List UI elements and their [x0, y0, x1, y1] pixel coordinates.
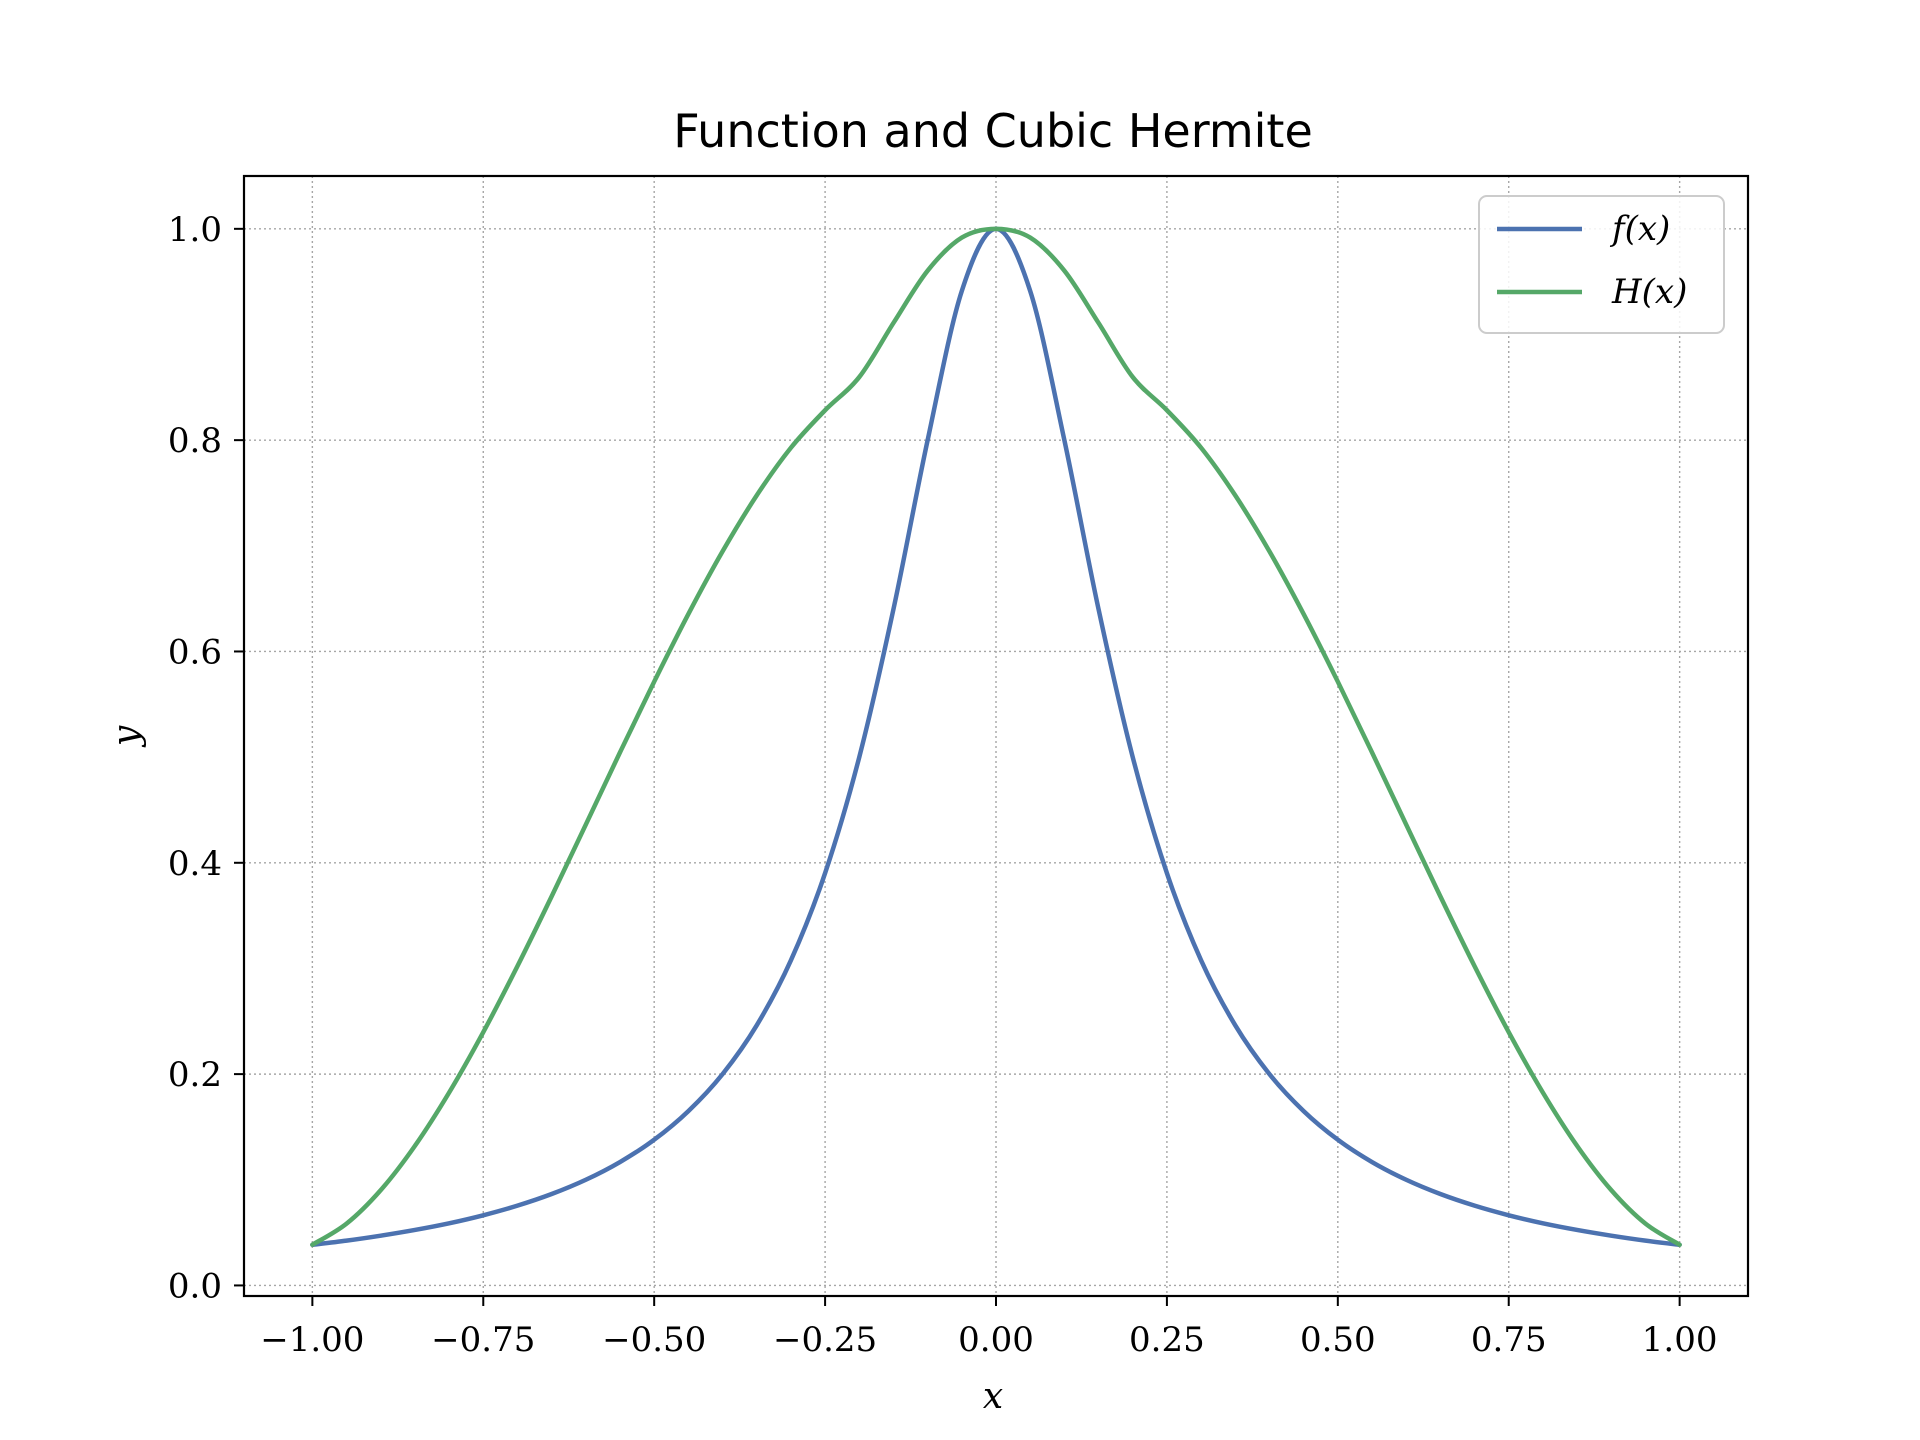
- y-axis-label: y: [106, 725, 147, 748]
- series-layer: [310, 226, 1682, 1247]
- x-tick-label: 0.25: [1129, 1320, 1205, 1360]
- chart-title: Function and Cubic Hermite: [673, 104, 1313, 158]
- grid: [244, 176, 1748, 1296]
- legend: f(x) H(x): [1478, 195, 1725, 334]
- x-tick-label: 0.75: [1471, 1320, 1547, 1360]
- x-tick-label: 1.00: [1642, 1320, 1718, 1360]
- y-tick-label: 1.0: [168, 210, 222, 250]
- legend-label-h: H(x): [1611, 272, 1687, 312]
- x-axis-label: x: [983, 1376, 1003, 1417]
- x-axis-ticks: −1.00 −0.75 −0.50 −0.25 0.00 0.25 0.50 0.75 1.00: [260, 1296, 1717, 1360]
- y-tick-label: 0.8: [168, 421, 222, 461]
- legend-box: [1478, 195, 1725, 334]
- y-tick-label: 0.6: [168, 632, 222, 672]
- y-tick-label: 0.0: [168, 1266, 222, 1306]
- x-tick-label: −1.00: [260, 1320, 364, 1360]
- x-tick-label: −0.50: [602, 1320, 706, 1360]
- y-tick-label: 0.4: [168, 844, 222, 884]
- y-tick-label: 0.2: [168, 1055, 222, 1095]
- x-tick-label: −0.75: [431, 1320, 535, 1360]
- x-tick-label: −0.25: [773, 1320, 877, 1360]
- series-line-h: [310, 226, 1682, 1247]
- x-tick-label: 0.50: [1300, 1320, 1376, 1360]
- x-tick-label: 0.00: [958, 1320, 1034, 1360]
- legend-label-f: f(x): [1609, 209, 1670, 249]
- y-axis-ticks: 0.0 0.2 0.4 0.6 0.8 1.0: [168, 210, 244, 1306]
